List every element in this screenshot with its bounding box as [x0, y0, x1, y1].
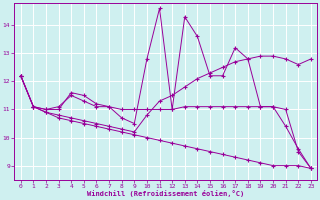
X-axis label: Windchill (Refroidissement éolien,°C): Windchill (Refroidissement éolien,°C) — [87, 190, 244, 197]
